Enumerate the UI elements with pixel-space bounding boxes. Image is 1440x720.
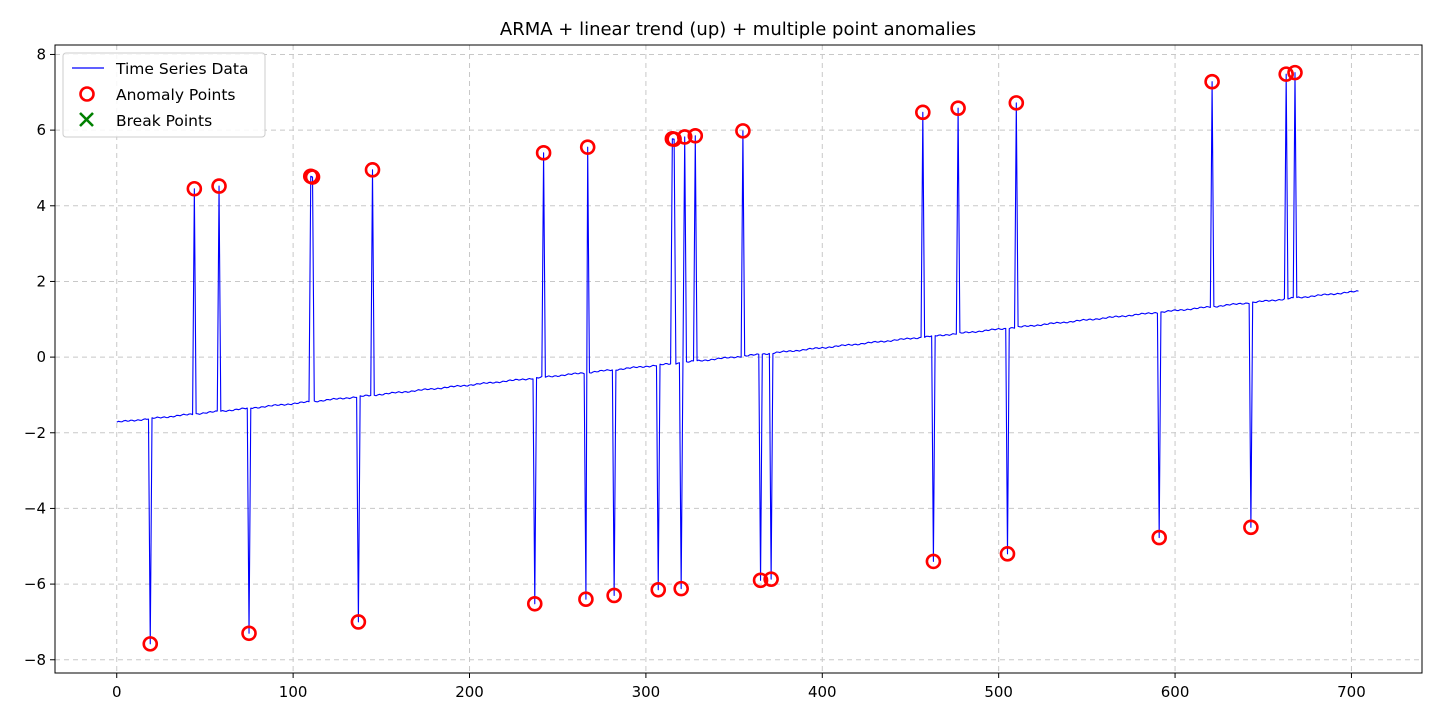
anomaly-point [350,614,367,630]
x-tick-label: 600 [1161,683,1190,701]
y-tick-label: −2 [24,424,46,442]
anomaly-point [535,145,552,161]
x-tick-label: 700 [1337,683,1366,701]
anomaly-point [999,546,1016,562]
x-tick-label: 200 [455,683,484,701]
anomaly-point [1204,73,1220,90]
y-tick-label: 0 [36,348,46,366]
y-tick-label: 4 [36,197,46,215]
anomaly-point [763,571,779,587]
legend-x-icon [79,112,94,127]
anomaly-point [142,636,159,652]
plot-frame [54,44,1423,674]
anomaly-point [687,127,704,144]
x-tick-label: 0 [112,683,122,701]
anomaly-point [579,139,596,155]
legend-label-time-series: Time Series Data [115,60,248,78]
time-series-line [116,72,1359,645]
anomaly-point [186,180,203,197]
axes-layer: 0 100 200 300 400 500 600 700 −8 −6 −4 −2 0 2 4 6 8 [24,45,1366,701]
legend-circle-icon [79,86,95,102]
anomaly-point [304,169,321,185]
anomaly-point [606,587,622,604]
legend-label-anomaly-points: Anomaly Points [116,86,235,104]
anomaly-point [673,580,689,597]
y-tick-label: 2 [36,272,46,290]
legend-label-break-points: Break Points [116,112,212,130]
y-tick-label: −4 [24,499,46,517]
x-tick-label: 100 [279,683,308,701]
y-tick-label: −6 [24,575,46,593]
chart-title: ARMA + linear trend (up) + multiple poin… [500,19,976,40]
data-layer [116,64,1359,652]
anomaly-point [364,162,381,178]
anomaly-point [211,178,227,194]
anomaly-point [1151,529,1167,546]
anomaly-point [735,123,751,139]
anomaly-point [1278,66,1294,82]
anomaly-point [752,572,769,589]
anomaly-point [526,595,543,612]
x-tick-label: 400 [808,683,837,701]
x-tick-label: 500 [984,683,1013,701]
anomaly-point [650,581,667,598]
anomaly-point [666,131,682,147]
y-tick-label: 6 [36,121,46,139]
anomaly-point [950,100,966,116]
x-tick-label: 300 [632,683,661,701]
anomaly-point [925,553,942,570]
anomaly-point [241,625,257,642]
legend: Time Series Data Anomaly Points Break Po… [62,52,266,138]
anomaly-point [578,591,594,608]
y-tick-label: −8 [24,651,46,669]
y-tick-label: 8 [36,45,46,63]
anomaly-point [1287,64,1303,81]
anomaly-point [1008,95,1025,111]
anomaly-point [676,129,693,145]
anomaly-point [1243,519,1259,536]
anomaly-point [915,104,931,121]
grid-layer [55,45,1422,673]
legend-box [62,52,266,138]
